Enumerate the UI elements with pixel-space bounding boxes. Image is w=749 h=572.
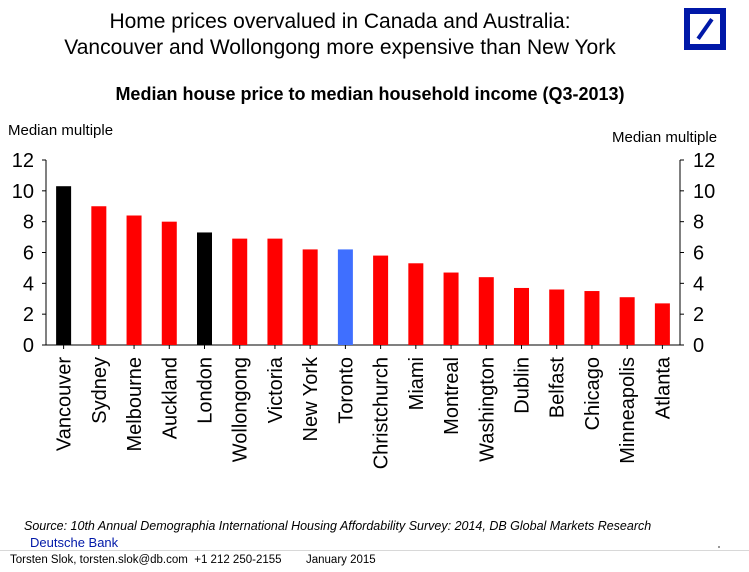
right-y-tick-label: 6 (693, 243, 704, 265)
bar-christchurch (373, 255, 389, 345)
x-tick-label: Washington (476, 357, 498, 462)
deutsche-bank-logo-icon (684, 8, 726, 50)
plot-area: 0 0 2 2 4 4 6 6 8 8 10 10 12 12 Vancouver Sydney Melbour… (12, 150, 716, 469)
x-tick-label: Minneapolis (617, 357, 639, 464)
bar-washington (478, 277, 494, 345)
bar-auckland (161, 221, 177, 345)
bar-melbourne (126, 215, 142, 345)
x-tick-label: London (195, 357, 217, 424)
footer-divider (0, 550, 749, 551)
x-tick-label: Auckland (159, 357, 181, 439)
left-y-tick-label: 2 (23, 304, 34, 326)
x-tick-label: Victoria (265, 356, 287, 423)
x-tick-label: Montreal (441, 357, 463, 435)
bar-new-york (302, 249, 318, 345)
x-tick-label: Chicago (582, 357, 604, 430)
x-tick-label: Miami (406, 357, 428, 410)
bar-belfast (549, 289, 565, 345)
x-tick-label: Dublin (512, 357, 534, 414)
x-tick-label: Toronto (335, 357, 357, 424)
left-y-tick-label: 8 (23, 212, 34, 234)
footer-brand: Deutsche Bank (30, 535, 119, 550)
bar-toronto (337, 249, 353, 345)
right-y-tick-label: 8 (693, 212, 704, 234)
x-tick-label: Vancouver (54, 357, 76, 451)
bar-wollongong (232, 238, 248, 345)
left-y-tick-label: 4 (23, 273, 34, 295)
x-tick-label: Wollongong (230, 357, 252, 462)
left-y-tick-label: 12 (12, 150, 34, 172)
page-title-line-2: Vancouver and Wollongong more expensive … (64, 36, 616, 59)
footer-date: January 2015 (306, 554, 376, 566)
bar-chart: 0 0 2 2 4 4 6 6 8 8 10 10 12 12 Vancouver Sydney Melbour… (12, 150, 716, 469)
chart-title: Median house price to median household i… (115, 84, 625, 104)
bar-miami (408, 263, 424, 345)
source-note: Source: 10th Annual Demographia Internat… (24, 519, 652, 533)
right-y-axis-label: Median multiple (612, 129, 718, 146)
x-tick-label: Christchurch (371, 357, 393, 469)
footer-dot (718, 546, 720, 548)
bar-atlanta (654, 303, 670, 345)
right-y-tick-label: 12 (693, 150, 715, 172)
right-y-tick-label: 10 (693, 181, 715, 203)
bar-vancouver (56, 186, 72, 345)
left-y-axis-label: Median multiple (8, 122, 114, 139)
right-y-tick-label: 2 (693, 304, 704, 326)
bar-montreal (443, 272, 459, 345)
left-y-tick-label: 6 (23, 243, 34, 265)
bar-minneapolis (619, 297, 635, 345)
bar-london (197, 232, 212, 345)
page-title-line-1: Home prices overvalued in Canada and Aus… (109, 10, 571, 33)
left-y-tick-label: 10 (12, 181, 34, 203)
bar-dublin (514, 287, 529, 345)
footer-author-contact: Torsten Slok, torsten.slok@db.com +1 212… (10, 554, 282, 566)
x-tick-label: Atlanta (652, 356, 674, 419)
x-tick-label: Sydney (89, 357, 111, 424)
bar-sydney (91, 206, 107, 345)
bar-chicago (584, 291, 600, 345)
x-tick-label: New York (300, 356, 322, 441)
bar-victoria (267, 238, 283, 345)
left-y-tick-label: 0 (23, 335, 34, 357)
right-y-tick-label: 0 (693, 335, 704, 357)
x-tick-label: Belfast (547, 357, 569, 419)
x-tick-label: Melbourne (124, 357, 146, 452)
right-y-tick-label: 4 (693, 273, 704, 295)
